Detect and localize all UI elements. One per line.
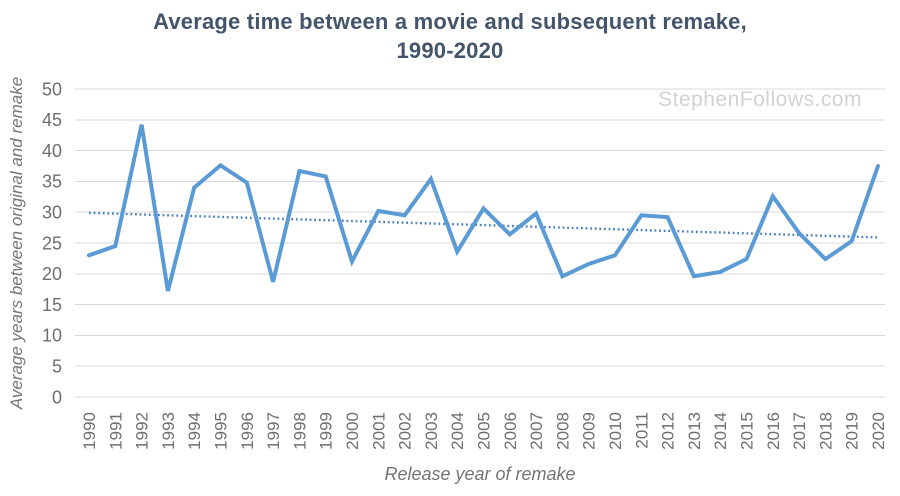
y-tick-label: 5 — [52, 357, 62, 377]
x-tick-label: 1995 — [212, 412, 231, 450]
y-axis-title: Average years between original and remak… — [0, 77, 34, 409]
x-tick-label: 2000 — [343, 412, 362, 450]
y-tick-label: 30 — [42, 203, 62, 223]
y-tick-label: 50 — [42, 79, 62, 99]
x-tick-label: 1990 — [80, 412, 99, 450]
x-tick-label: 1998 — [290, 412, 309, 450]
x-tick-label: 1999 — [317, 412, 336, 450]
y-tick-label: 25 — [42, 233, 62, 253]
x-tick-label: 1996 — [238, 412, 257, 450]
y-axis-title-label: Average years between original and remak… — [7, 76, 26, 410]
y-tick-label: 35 — [42, 172, 62, 192]
x-tick-label: 2009 — [580, 412, 599, 450]
x-tick-label: 2020 — [869, 412, 888, 450]
x-tick-label: 2005 — [475, 412, 494, 450]
chart-title-line2: 1990-2020 — [396, 38, 504, 63]
x-tick-label: 2011 — [632, 412, 651, 449]
y-tick-label: 0 — [52, 387, 62, 407]
chart-title: Average time between a movie and subsequ… — [0, 7, 900, 65]
y-tick-label: 20 — [42, 264, 62, 284]
x-tick-label: 2010 — [606, 412, 625, 450]
x-tick-label: 2001 — [369, 412, 388, 450]
x-tick-label: 2012 — [659, 412, 678, 450]
x-tick-label: 1992 — [133, 412, 152, 450]
x-tick-label: 1993 — [159, 412, 178, 450]
x-tick-label: 2002 — [396, 412, 415, 450]
x-tick-label: 2013 — [685, 412, 704, 450]
y-tick-label: 10 — [42, 326, 62, 346]
x-axis-title: Release year of remake — [384, 464, 576, 484]
x-tick-label: 2016 — [764, 412, 783, 450]
chart-title-line1: Average time between a movie and subsequ… — [153, 9, 747, 34]
x-tick-label: 2004 — [448, 412, 467, 450]
y-tick-label: 45 — [42, 110, 62, 130]
watermark-text: StephenFollows.com — [658, 88, 862, 111]
x-tick-label: 2007 — [527, 412, 546, 450]
x-tick-label: 1991 — [106, 412, 125, 450]
y-tick-label: 15 — [42, 295, 62, 315]
x-tick-label: 2019 — [843, 412, 862, 450]
x-tick-label: 2008 — [553, 412, 572, 450]
x-tick-label: 2018 — [816, 412, 835, 450]
x-tick-label: 1997 — [264, 412, 283, 450]
data-line — [87, 124, 880, 292]
x-tick-label: 1994 — [185, 412, 204, 450]
trend-line — [88, 211, 879, 239]
x-tick-label: 2014 — [711, 412, 730, 450]
x-tick-label: 2006 — [501, 412, 520, 450]
y-tick-label: 40 — [42, 141, 62, 161]
x-tick-label: 2003 — [422, 412, 441, 450]
x-tick-label: 2015 — [738, 412, 757, 450]
x-tick-label: 2017 — [790, 412, 809, 450]
